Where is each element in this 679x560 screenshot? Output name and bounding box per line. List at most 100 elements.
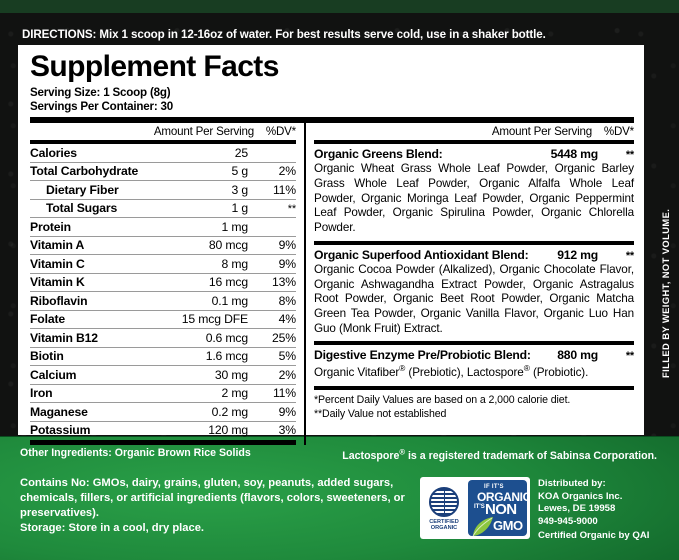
nutrient-daily-value: 11% bbox=[272, 386, 296, 401]
contains-no-value: GMOs, dairy, grains, gluten, soy, peanut… bbox=[20, 477, 405, 519]
nongmo-line5: GMO bbox=[493, 518, 523, 533]
row-divider bbox=[30, 365, 296, 367]
nutrient-row: Total Sugars 1 g ** bbox=[30, 200, 296, 218]
blend-divider bbox=[314, 341, 634, 346]
qai-badge-text: CERTIFIED ORGANIC bbox=[429, 519, 459, 532]
row-divider bbox=[30, 402, 296, 404]
nutrient-row: Vitamin A 80 mcg 9% bbox=[30, 237, 296, 255]
nutrient-row: Calcium 30 mg 2% bbox=[30, 366, 296, 384]
blends-header-row: Amount Per Serving %DV* bbox=[314, 123, 634, 140]
nutrient-row: Iron 2 mg 11% bbox=[30, 385, 296, 403]
non-gmo-badge-icon: IF IT'S ORGANIC IT'S NON GMO bbox=[468, 480, 527, 536]
blend-ingredients: Organic Cocoa Powder (Alkalized), Organi… bbox=[314, 262, 634, 335]
row-divider bbox=[30, 254, 296, 256]
nutrient-name: Vitamin B12 bbox=[30, 330, 98, 345]
nutrient-row: Riboflavin 0.1 mg 8% bbox=[30, 292, 296, 310]
distributor-heading: Distributed by: bbox=[538, 478, 606, 489]
nutrient-daily-value: 13% bbox=[272, 275, 296, 290]
nutrient-amount: 0.1 mg bbox=[211, 293, 249, 308]
row-divider bbox=[30, 235, 296, 237]
amount-per-serving-header: Amount Per Serving bbox=[153, 125, 254, 139]
nutrient-daily-value: 9% bbox=[278, 238, 296, 253]
row-divider bbox=[30, 272, 296, 274]
blend-block: Digestive Enzyme Pre/Probiotic Blend: 880… bbox=[314, 345, 634, 384]
top-green-strip bbox=[0, 0, 679, 14]
row-divider bbox=[30, 309, 296, 311]
nutrient-amount: 8 mg bbox=[221, 256, 249, 271]
other-ingredients-label: Other Ingredients: bbox=[20, 447, 112, 459]
serving-size: Serving Size: 1 Scoop (8g) bbox=[30, 86, 171, 99]
nutrient-daily-value: ** bbox=[287, 203, 296, 216]
nutrient-name: Vitamin C bbox=[30, 256, 85, 271]
row-divider bbox=[30, 346, 296, 348]
nutrient-daily-value: 5% bbox=[278, 349, 296, 364]
footnote-dv: *Percent Daily Values are based on a 2,0… bbox=[314, 394, 571, 407]
blend-amount: 912 mg bbox=[557, 247, 598, 262]
qai-line1: CERTIFIED bbox=[429, 518, 459, 525]
nutrient-name: Potassium bbox=[30, 423, 91, 438]
blend-header: Digestive Enzyme Pre/Probiotic Blend: 880… bbox=[314, 346, 634, 363]
nutrient-amount: 1.6 mcg bbox=[205, 349, 248, 364]
row-divider bbox=[30, 180, 296, 182]
qai-certified-organic-icon: CERTIFIED ORGANIC bbox=[420, 477, 468, 539]
nutrients-header-row: Amount Per Serving %DV* bbox=[30, 123, 296, 140]
nutrient-daily-value: 8% bbox=[278, 293, 296, 308]
nutrient-name: Vitamin K bbox=[30, 275, 85, 290]
blend-amount: 880 mg bbox=[557, 348, 598, 363]
nutrient-name: Maganese bbox=[30, 404, 88, 419]
blends-bottom-rule bbox=[314, 386, 634, 391]
nutrient-row: Folate 15 mcg DFE 4% bbox=[30, 311, 296, 329]
nutrient-row: Vitamin C 8 mg 9% bbox=[30, 255, 296, 273]
trademark-note: Lactospore® is a registered trademark of… bbox=[342, 447, 657, 462]
nutrient-amount: 15 mcg DFE bbox=[181, 312, 248, 327]
row-divider bbox=[30, 383, 296, 385]
blend-rows: Organic Greens Blend: 5448 mg ** Organic Wh… bbox=[314, 144, 634, 384]
blend-daily-value: ** bbox=[625, 149, 634, 162]
nutrient-amount: 30 mg bbox=[214, 367, 248, 382]
row-divider bbox=[30, 291, 296, 293]
nutrient-row: Vitamin K 16 mcg 13% bbox=[30, 274, 296, 292]
nutrient-amount: 3 g bbox=[231, 182, 249, 197]
nutrient-name: Iron bbox=[30, 386, 53, 401]
nutrient-amount: 120 mg bbox=[208, 423, 248, 438]
nutrient-daily-value: 2% bbox=[278, 164, 296, 179]
nutrient-row: Vitamin B12 0.6 mcg 25% bbox=[30, 329, 296, 347]
nutrient-daily-value: 11% bbox=[272, 182, 296, 197]
nutrient-name: Calories bbox=[30, 145, 77, 160]
blend-daily-value: ** bbox=[625, 350, 634, 363]
nutrient-name: Total Sugars bbox=[46, 201, 118, 216]
nutrient-name: Riboflavin bbox=[30, 293, 88, 308]
blend-block: Organic Greens Blend: 5448 mg ** Organic Wh… bbox=[314, 144, 634, 239]
nongmo-line3: IT'S bbox=[474, 504, 485, 510]
nutrient-amount: 25 bbox=[234, 145, 248, 160]
storage-statement: Storage: Store in a cool, dry place. bbox=[20, 522, 204, 534]
footnote-stars: **Daily Value not established bbox=[314, 407, 447, 420]
storage-value: Store in a cool, dry place. bbox=[68, 522, 205, 534]
blend-name: Organic Greens Blend: bbox=[314, 147, 443, 162]
nutrient-amount: 1 mg bbox=[221, 219, 249, 234]
qai-line2: ORGANIC bbox=[430, 525, 458, 531]
row-divider bbox=[30, 161, 296, 163]
dv-header: %DV* bbox=[265, 125, 296, 139]
blends-column: Amount Per Serving %DV* Organic Greens B… bbox=[314, 123, 634, 445]
nongmo-line4: NON bbox=[485, 501, 517, 518]
heavy-rule-top bbox=[30, 117, 634, 124]
facts-columns: Amount Per Serving %DV* Calories 25 Total … bbox=[30, 123, 634, 446]
nutrient-name: Vitamin A bbox=[30, 238, 85, 253]
nutrient-daily-value: 4% bbox=[278, 312, 296, 327]
nutrient-row: Calories 25 bbox=[30, 144, 296, 162]
amount-per-serving-header-right: Amount Per Serving bbox=[491, 125, 592, 139]
nutrient-row: Potassium 120 mg 3% bbox=[30, 422, 296, 440]
nutrients-column: Amount Per Serving %DV* Calories 25 Total … bbox=[30, 123, 302, 446]
blend-name: Organic Superfood Antioxidant Blend: bbox=[314, 247, 529, 262]
nutrients-bottom-rule bbox=[30, 440, 296, 446]
nutrient-amount: 16 mcg bbox=[208, 275, 248, 290]
nutrient-name: Folate bbox=[30, 312, 65, 327]
blend-ingredients: Organic Wheat Grass Whole Leaf Powder, O… bbox=[314, 162, 634, 235]
blends-header-rule bbox=[314, 140, 634, 145]
directions-body: Mix 1 scoop in 12-16oz of water. For bes… bbox=[99, 28, 546, 41]
nutrient-amount: 1 g bbox=[231, 201, 249, 216]
other-ingredients-value: Organic Brown Rice Solids bbox=[114, 447, 251, 459]
blend-daily-value: ** bbox=[625, 249, 634, 262]
other-ingredients: Other Ingredients: Organic Brown Rice So… bbox=[20, 447, 251, 459]
